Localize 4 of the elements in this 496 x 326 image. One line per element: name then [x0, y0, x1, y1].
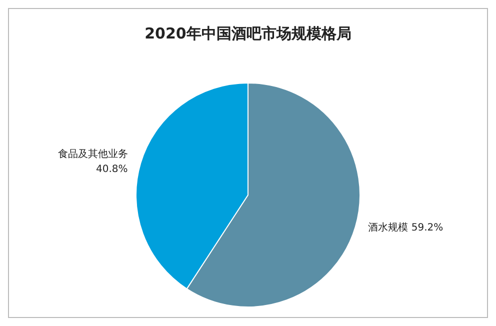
chart-title: 2020年中国酒吧市场规模格局	[144, 24, 352, 42]
data-label: 40.8%	[96, 164, 128, 175]
slice-label: 食品及其他业务	[58, 148, 128, 160]
slice-label: 酒水规模 59.2%	[368, 222, 444, 234]
